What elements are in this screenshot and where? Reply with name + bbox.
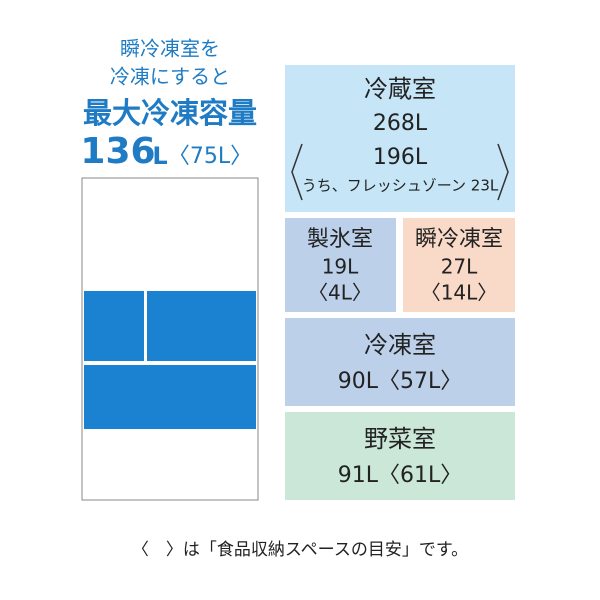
compartment-line: 196L: [373, 145, 428, 170]
compartment-line: 〈14L〉: [421, 281, 498, 305]
compartment-line: 90L〈57L〉: [338, 369, 463, 394]
compartment-name: 製氷室: [307, 227, 373, 252]
freezer-box: [285, 318, 515, 406]
compartment-name: 瞬冷凍室: [415, 227, 503, 252]
capacity-number: 136: [80, 131, 155, 172]
capacity-unit: L: [152, 142, 167, 170]
ice-box: [285, 218, 396, 312]
compartment-line: 27L: [441, 255, 478, 279]
quick-freeze-box: [403, 218, 515, 312]
compartment-name: 冷凍室: [364, 331, 436, 359]
compartment-line: 268L: [373, 111, 428, 136]
compartment-name: 冷蔵室: [364, 75, 436, 103]
bracket: [497, 143, 509, 201]
compartment-line: 〈4L〉: [308, 281, 372, 305]
intro-line: 冷凍にすると: [110, 65, 230, 89]
fridge-outline: [81, 177, 259, 501]
fridge-box: [285, 65, 515, 212]
compartment-line: うち、フレッシュゾーン 23L: [302, 177, 499, 195]
compartment-line: 91L〈61L〉: [338, 463, 463, 488]
footnote: 〈 〉は「食品収納スペースの目安」です。: [132, 540, 468, 560]
headline: 最大冷凍容量: [83, 96, 257, 130]
compartment-line: 19L: [322, 255, 359, 279]
vegetable-box: [285, 412, 515, 500]
capacity-space: 〈75L〉: [168, 144, 252, 169]
intro-line: 瞬冷凍室を: [120, 37, 220, 61]
bracket: [291, 143, 303, 201]
compartment-name: 野菜室: [364, 425, 436, 453]
